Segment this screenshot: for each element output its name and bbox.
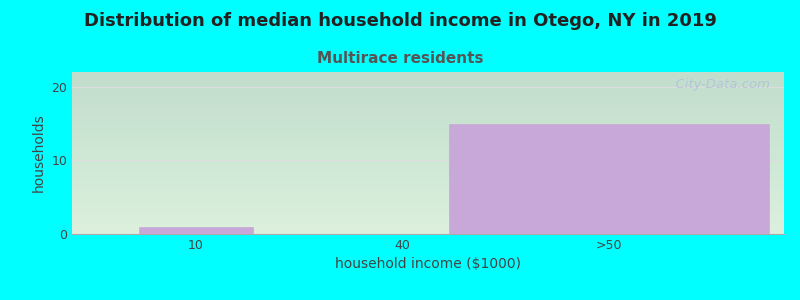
X-axis label: household income ($1000): household income ($1000) [335,257,521,272]
Y-axis label: households: households [32,114,46,192]
Text: Distribution of median household income in Otego, NY in 2019: Distribution of median household income … [83,12,717,30]
Text: Multirace residents: Multirace residents [317,51,483,66]
Bar [449,124,769,234]
Text: City-Data.com: City-Data.com [666,79,770,92]
Bar [139,226,253,234]
